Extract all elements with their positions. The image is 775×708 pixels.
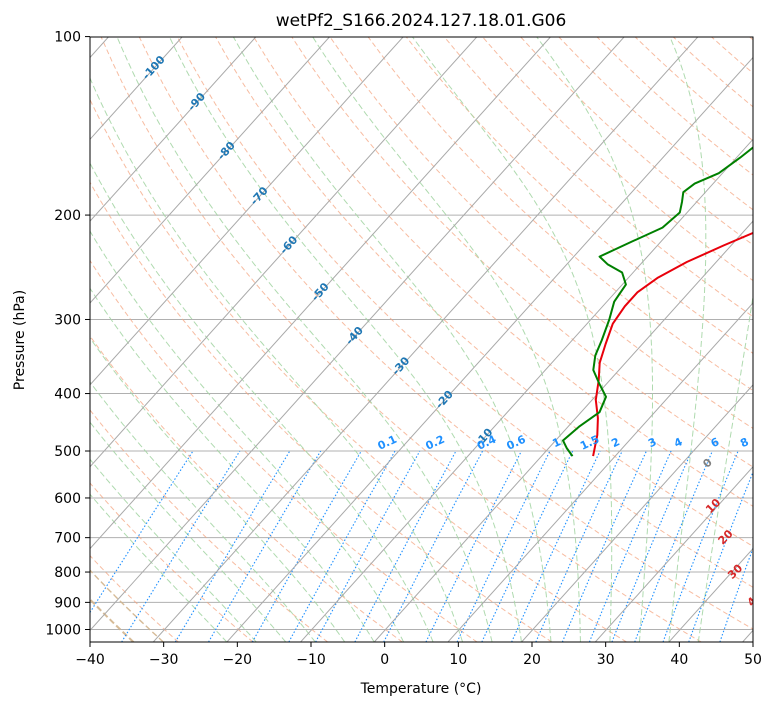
x-tick-label: −20 [223,652,253,668]
moist-adiabat-label: 40 [745,589,765,609]
isotherm [373,220,753,642]
mixing-ratio-line [611,450,693,642]
isotherm [90,37,331,304]
y-tick-label: 400 [54,387,81,403]
mixing-ratio-line [121,450,241,642]
dry-adiabat [443,37,753,318]
moist-adiabat [232,37,552,642]
mixing-ratio-line [588,450,672,642]
x-tick-label: 40 [670,652,688,668]
y-tick-label: 300 [54,312,81,328]
dry-adiabat [90,482,254,642]
y-tick-label: 700 [54,531,81,547]
dry-adiabat [138,37,753,630]
mixing-ratio-lines [90,450,753,642]
mixing-ratio-line [315,450,421,642]
moist-adiabat [116,37,493,642]
moist-adiabat [411,37,613,642]
y-tick-label: 900 [54,595,81,611]
y-tick-label: 600 [54,491,81,507]
dry-adiabat [90,181,553,642]
dry-adiabat [253,37,753,507]
dewpoint-line [562,146,753,457]
dry-adiabat [215,37,753,547]
x-tick-label: 50 [744,652,762,668]
y-tick-label: 200 [54,208,81,224]
y-tick-label: 800 [54,565,81,581]
moist-adiabat [168,37,522,642]
isotherm [594,465,753,642]
dry-adiabat [90,409,329,642]
isotherm [521,384,753,642]
moist-adiabat [90,287,375,642]
mixing-ratio-line [481,450,574,642]
x-axis-ticks: −40 −30 −20 −10 0 10 20 30 40 50 [75,642,762,668]
moist-adiabat [668,37,707,642]
mixing-ratio-line [354,450,457,642]
dry-adiabat [329,37,753,430]
isotherm [90,37,183,141]
isotherm [447,302,753,642]
dry-adiabat [90,259,478,642]
x-tick-label: 20 [523,652,541,668]
isotherm [90,37,552,550]
moist-adiabat [536,37,653,642]
dry-adiabat [90,98,627,642]
isotherm [300,138,753,642]
x-tick-label: 10 [449,652,467,668]
moist-adiabat [697,293,753,642]
isotherm [226,56,753,642]
x-axis-label: Temperature (°C) [360,681,482,697]
isotherm [90,37,478,468]
mixing-ratio-line [719,546,753,642]
mixing-ratio-line [425,450,522,642]
dry-adiabat [100,37,702,642]
y-tick-label: 100 [54,30,81,46]
mixing-ratio-line [688,470,753,642]
moist-adiabat [90,381,316,642]
y-axis-ticks: 100 200 300 400 500 600 700 800 900 1000 [45,30,90,639]
y-tick-label: 500 [54,444,81,460]
x-tick-label: 0 [380,652,389,668]
x-tick-label: −40 [75,652,105,668]
mixing-ratio-line [511,450,601,642]
y-axis-label: Pressure (hPa) [12,290,28,390]
plot-area [90,37,753,642]
x-tick-label: 30 [597,652,615,668]
moist-adiabat [90,76,464,642]
mixing-ratio-line [383,450,484,642]
isotherm [152,37,699,642]
isotherms [90,37,753,642]
mixing-ratio-line [535,450,623,642]
moist-adiabat [90,162,434,642]
moist-adiabat [90,421,287,642]
moist-adiabat [90,458,257,642]
dry-adiabat [176,37,753,588]
mixing-ratio-line [90,450,194,614]
moist-adiabat [90,493,228,642]
x-tick-label: −10 [296,652,326,668]
plot-frame [89,36,754,643]
mixing-ratio-line [174,450,291,642]
mixing-ratio-line [561,450,647,642]
moist-adiabat [312,37,581,642]
chart-title: wetPf2_S166.2024.127.18.01.G06 [276,11,567,31]
x-tick-label: −30 [149,652,179,668]
dry-adiabat [367,37,753,392]
isotherm [90,37,257,222]
moist-adiabats [90,37,753,642]
isotherm [90,37,625,632]
isotherm [90,37,404,386]
pressure-gridlines [90,37,753,630]
sounding-series [562,146,753,457]
mixing-ratio-line [662,450,739,642]
y-tick-label: 1000 [45,623,81,639]
mixing-ratio-line [288,450,396,642]
moist-adiabat [90,337,346,642]
